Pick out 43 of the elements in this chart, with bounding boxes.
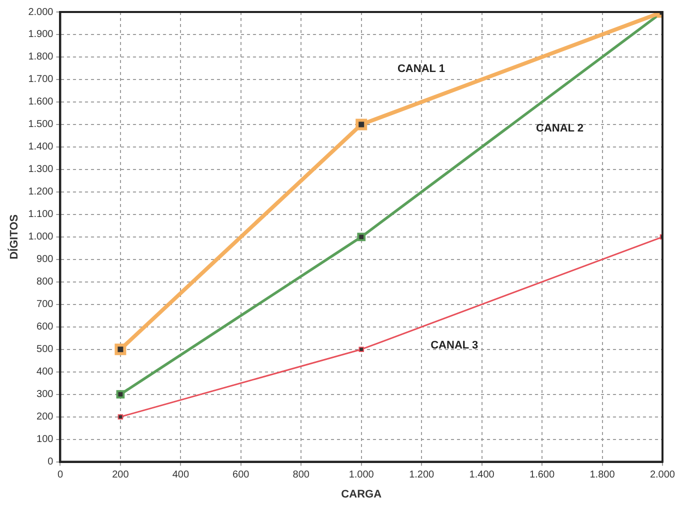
point [356, 118, 368, 130]
point [116, 390, 125, 399]
y-tick-label: 1.500 [28, 119, 54, 130]
y-tick-label: 1.900 [28, 29, 54, 40]
y-tick-label: 900 [36, 254, 54, 266]
x-tick-label: 400 [172, 470, 190, 481]
x-tick-label: 0 [57, 470, 64, 481]
x-tick-label: 1.200 [409, 470, 435, 481]
y-tick-label: 400 [36, 366, 54, 378]
y-tick-label: 1.200 [28, 186, 54, 198]
x-tick-label: 800 [292, 470, 310, 481]
y-tick-label: 200 [36, 412, 54, 423]
y-tick-label: 0 [48, 456, 54, 468]
y-tick-label: 1.100 [28, 209, 54, 220]
x-tick-label: 1.800 [590, 470, 616, 481]
series-label: CANAL 1 [397, 62, 445, 75]
point [358, 346, 364, 352]
y-tick-label: 1.000 [28, 232, 54, 243]
point [357, 232, 366, 242]
y-tick-label: 800 [36, 276, 54, 288]
x-tick-label: 1.600 [530, 470, 555, 481]
y-tick-label: 600 [36, 322, 54, 333]
point [118, 414, 124, 420]
y-tick-label: 100 [36, 434, 54, 446]
y-tick-label: 1.300 [28, 164, 54, 176]
y-tick-label: 2.000 [28, 6, 54, 18]
series-label: CANAL 3 [430, 340, 478, 352]
x-tick-label: 1.000 [348, 470, 374, 481]
series-label: CANAL 2 [536, 122, 584, 134]
y-tick-label: 1.800 [28, 52, 54, 63]
y-tick-label: 500 [36, 344, 54, 356]
y-tick-label: 1.600 [28, 96, 54, 108]
y-tick-label: 1.400 [28, 142, 54, 153]
y-tick-label: 700 [36, 299, 54, 310]
x-tick-label: 200 [112, 470, 130, 481]
point [114, 344, 126, 356]
y-axis-title: DÍGITOS [8, 214, 21, 260]
x-tick-label: 1.400 [469, 470, 495, 481]
y-tick-label: 1.700 [28, 74, 54, 86]
x-tick-label: 2.000 [650, 470, 676, 481]
y-tick-label: 300 [36, 389, 54, 400]
x-axis-title: CARGA [341, 488, 382, 500]
x-tick-label: 600 [232, 470, 250, 481]
